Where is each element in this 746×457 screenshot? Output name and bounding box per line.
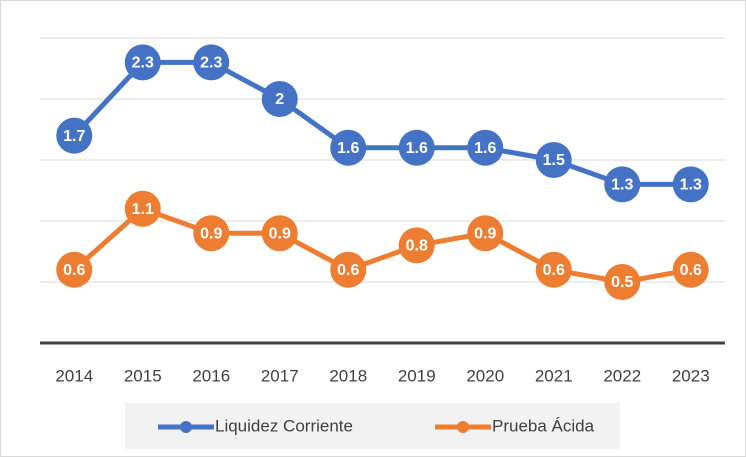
point-marker [535,142,572,178]
x-tick-label: 2014 [55,366,93,385]
point-marker [330,129,367,166]
point-marker [467,129,504,166]
data-label: 0.5 [611,274,633,291]
data-label: 0.6 [543,262,565,279]
series-line [72,59,691,187]
x-tick-label: 2023 [672,366,710,385]
data-label: 1.6 [337,140,359,157]
x-tick-label: 2016 [192,366,230,385]
point-marker [193,215,230,252]
x-tick-label: 2021 [535,366,573,385]
point-marker [467,215,504,252]
point-marker [672,166,709,203]
point-marker [261,215,298,252]
data-label: 1.6 [474,140,496,157]
legend-label: Prueba Ácida [492,416,595,435]
point-marker [604,166,641,203]
data-label: 0.6 [680,262,702,279]
x-tick-label: 2017 [261,366,299,385]
point-marker [193,44,230,81]
point-marker [56,117,93,154]
data-label: 0.9 [269,225,291,242]
data-label: 1.3 [611,177,633,194]
point-marker [398,227,435,264]
point-marker [330,251,367,288]
point-marker [124,44,161,81]
series-line [72,206,692,285]
data-label: 0.6 [337,262,359,279]
data-label: 2 [275,91,284,108]
point-marker [604,264,641,300]
x-tick-label: 2015 [124,366,162,385]
data-label: 2.3 [132,55,154,72]
point-marker [535,251,572,288]
data-label: 1.1 [132,201,154,218]
x-tick-label: 2022 [603,366,641,385]
point-marker [261,81,298,117]
data-label: 2.3 [200,55,222,72]
data-label: 0.8 [406,238,428,255]
legend-label: Liquidez Corriente [215,416,353,435]
data-label: 0.9 [200,225,222,242]
data-label: 1.5 [543,152,565,169]
point-marker [398,129,435,166]
data-label: 0.9 [474,225,496,242]
data-label: 1.6 [406,140,428,157]
point-marker [56,251,93,288]
data-label: 1.3 [680,177,702,194]
legend-marker [180,421,192,433]
point-marker [124,190,161,227]
x-tick-label: 2020 [466,366,504,385]
legend-marker [457,421,469,433]
data-label: 1.7 [63,128,85,145]
data-label: 0.6 [63,262,85,279]
point-marker [672,251,709,288]
x-tick-label: 2018 [329,366,367,385]
x-tick-label: 2019 [398,366,436,385]
